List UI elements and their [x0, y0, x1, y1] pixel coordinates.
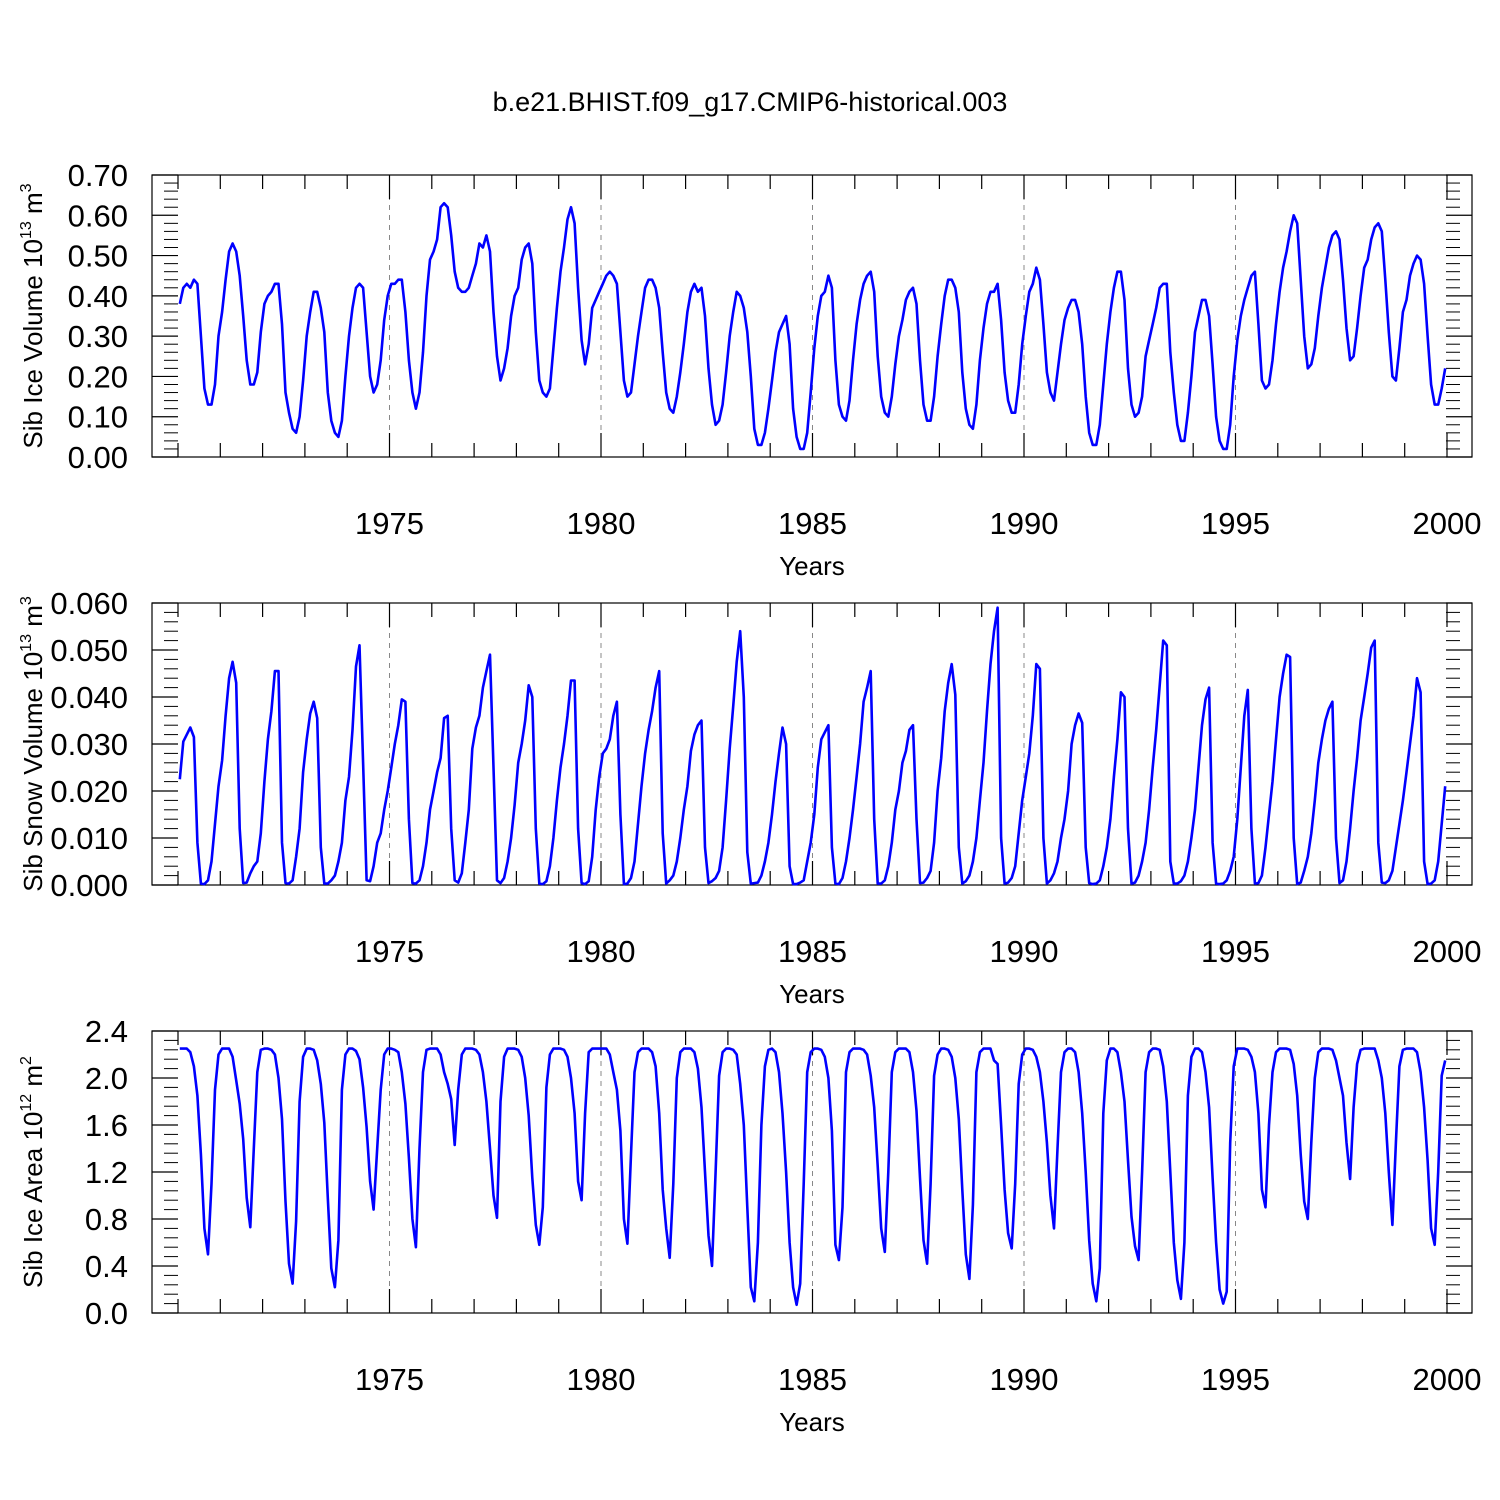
y-tick-label: 0.20 [68, 359, 128, 394]
y-tick-label: 0.050 [50, 633, 128, 668]
x-tick-label: 1995 [1201, 934, 1270, 969]
series-line [178, 201, 1447, 451]
ice-area-panel: 0.0 0.4 0.8 1.2 1.6 2.0 2.4 1975 1980 1985 1990 199… [18, 1014, 1481, 1437]
y-tick-label: 0.50 [68, 239, 128, 274]
x-tick-label: 1990 [990, 506, 1059, 541]
x-tick-label: 1995 [1201, 506, 1270, 541]
x-axis-label: Years [779, 1407, 845, 1437]
y-tick-label: 0.060 [50, 586, 128, 621]
y-tick-label: 0.70 [68, 158, 128, 193]
x-tick-label: 1990 [990, 934, 1059, 969]
x-axis-label: Years [779, 551, 845, 581]
figure-title: b.e21.BHIST.f09_g17.CMIP6-historical.003 [493, 87, 1008, 117]
x-tick-label: 1980 [567, 934, 636, 969]
x-tick-label: 1975 [355, 1362, 424, 1397]
y-tick-label: 0.40 [68, 279, 128, 314]
y-axis-label: Sib Ice Volume 1013 m3 [18, 183, 48, 448]
x-tick-label: 2000 [1413, 1362, 1482, 1397]
x-tick-label: 1980 [567, 1362, 636, 1397]
y-tick-label: 0.010 [50, 821, 128, 856]
y-axis-label: Sib Ice Area 1012 m2 [18, 1056, 48, 1288]
x-tick-label: 1990 [990, 1362, 1059, 1397]
x-tick-label: 1975 [355, 506, 424, 541]
y-tick-label: 0.040 [50, 680, 128, 715]
x-tick-label: 1985 [778, 934, 847, 969]
x-tick-label: 1975 [355, 934, 424, 969]
series-line [178, 606, 1447, 886]
x-axis-label: Years [779, 979, 845, 1009]
y-tick-label: 0.00 [68, 440, 128, 475]
y-tick-label: 0.030 [50, 727, 128, 762]
x-tick-label: 2000 [1413, 506, 1482, 541]
y-tick-label: 0.30 [68, 319, 128, 354]
x-tick-label: 1985 [778, 506, 847, 541]
x-tick-label: 1980 [567, 506, 636, 541]
y-axis-label: Sib Snow Volume 1013 m3 [18, 596, 48, 892]
x-tick-label: 1995 [1201, 1362, 1270, 1397]
snow-volume-panel: 0.000 0.010 0.020 0.030 0.040 0.050 0.060 1975 1… [18, 586, 1481, 1009]
y-tick-label: 0.4 [85, 1249, 128, 1284]
y-tick-label: 0.60 [68, 198, 128, 233]
y-tick-label: 0.0 [85, 1296, 128, 1331]
x-tick-label: 1985 [778, 1362, 847, 1397]
series-line [179, 1047, 1447, 1307]
y-tick-label: 1.6 [85, 1108, 128, 1143]
y-tick-label: 0.000 [50, 868, 128, 903]
y-tick-label: 2.0 [85, 1061, 128, 1096]
y-tick-label: 1.2 [85, 1155, 128, 1190]
y-tick-label: 0.10 [68, 400, 128, 435]
x-tick-label: 2000 [1413, 934, 1482, 969]
ice-volume-panel: 0.00 0.10 0.20 0.30 0.40 0.50 0.60 0.70 1975 1980… [18, 158, 1481, 581]
y-tick-label: 0.020 [50, 774, 128, 809]
y-tick-label: 2.4 [85, 1014, 128, 1049]
y-tick-label: 0.8 [85, 1202, 128, 1237]
